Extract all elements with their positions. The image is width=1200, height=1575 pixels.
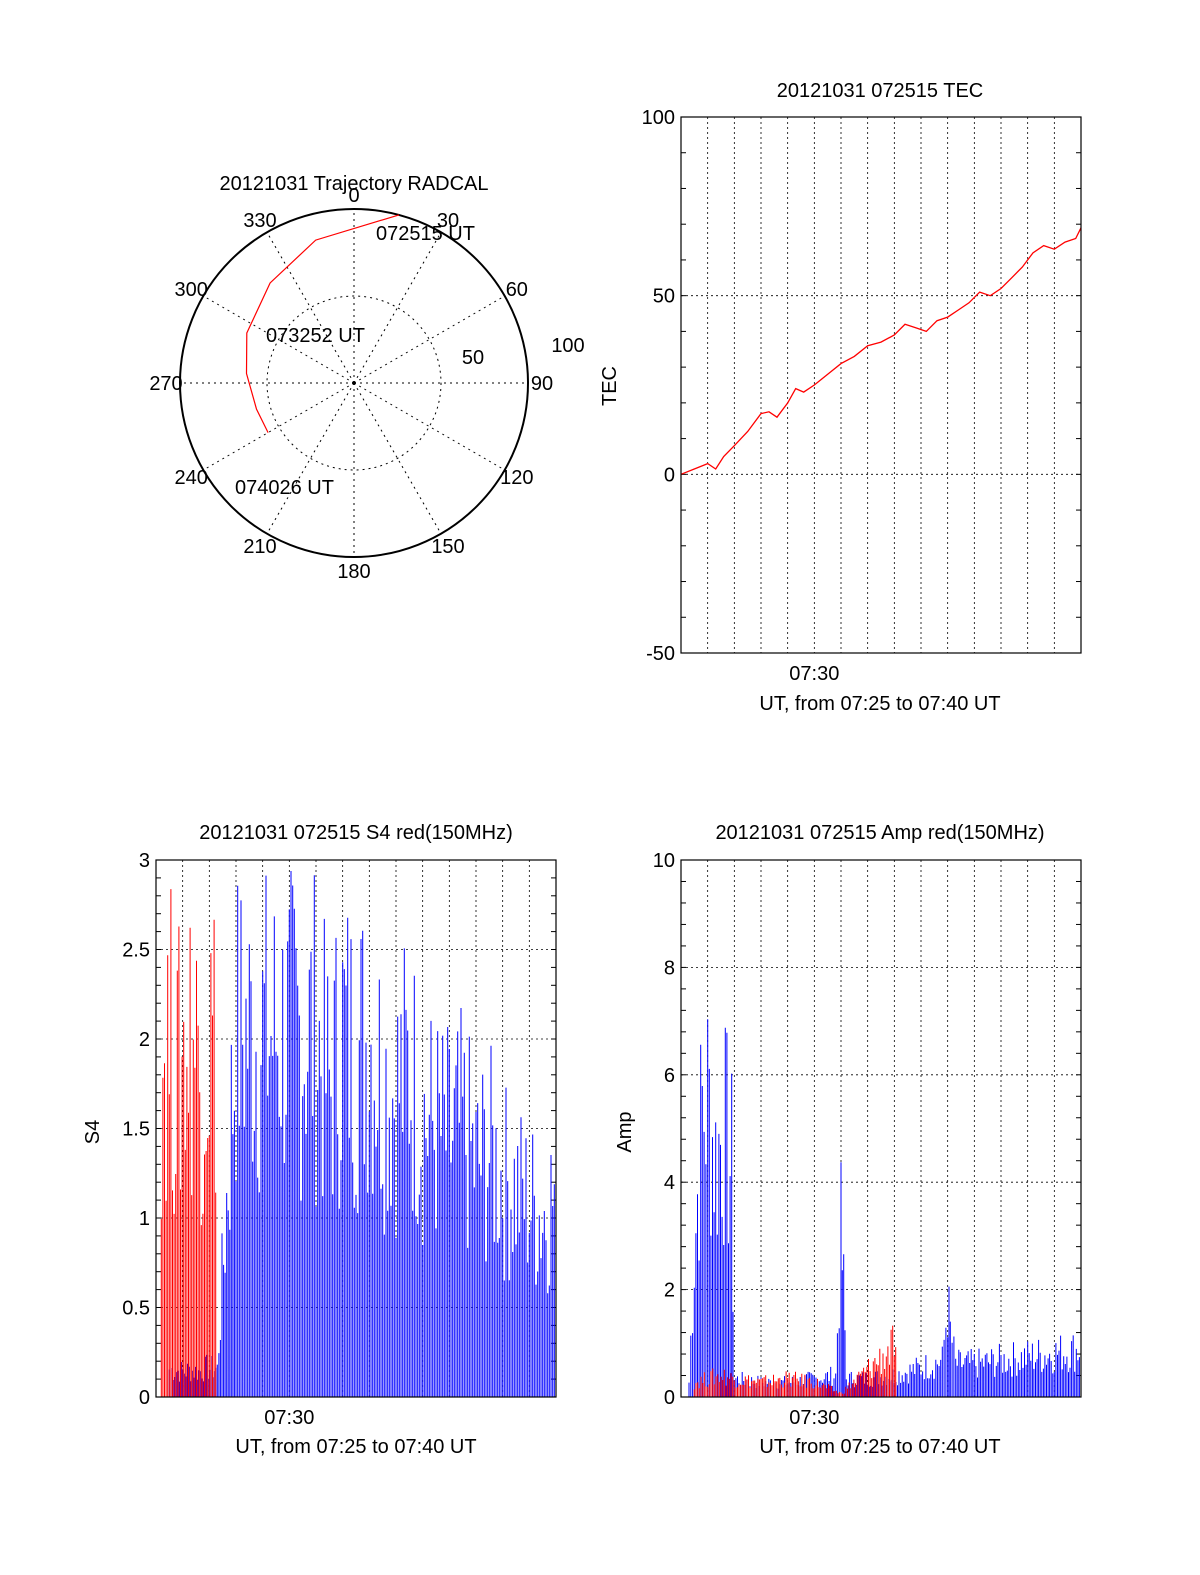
trajectory-mid-label: 073252 UT [266, 325, 365, 347]
polar-grid-ring [266, 295, 442, 471]
polar-angle-labels: 0 30 60 90 120 150 180 210 240 270 300 330 [149, 185, 553, 583]
tec-xlabel: UT, from 07:25 to 07:40 UT [759, 693, 1000, 715]
polar-angle-label: 90 [531, 373, 553, 395]
y-tick-label: 4 [664, 1172, 675, 1194]
s4-xlabel: UT, from 07:25 to 07:40 UT [235, 1436, 476, 1458]
trajectory-start-label: 072515 UT [376, 223, 475, 245]
amp-panel: 20121031 072515 Amp red(150MHz) Amp UT, … [614, 822, 1082, 1458]
y-tick-label: 8 [664, 957, 675, 979]
y-tick-label: 0 [664, 464, 675, 486]
s4-plot-area: 0 0.5 1 1.5 2 2.5 3 07:30 [122, 850, 557, 1429]
y-tick-label: -50 [646, 643, 675, 665]
amp-ylabel: Amp [614, 1111, 636, 1152]
tec-ylabel: TEC [599, 366, 621, 406]
polar-outer-ring [179, 208, 529, 558]
polar-angle-label: 270 [149, 373, 182, 395]
y-tick-label: 10 [653, 850, 675, 872]
polar-angle-label: 210 [243, 536, 276, 558]
polar-title: 20121031 Trajectory RADCAL [219, 173, 488, 195]
y-tick-label: 100 [642, 107, 675, 129]
polar-grid-spoke [353, 382, 505, 471]
polar-grid [180, 209, 528, 557]
plot-frame [155, 859, 557, 1398]
tec-plot-area: -50 0 50 100 07:30 [642, 107, 1082, 685]
y-tick-label: 2 [664, 1280, 675, 1302]
polar-angle-label: 180 [337, 561, 370, 583]
series-line [688, 1019, 1080, 1397]
polar-angle-label: 330 [243, 210, 276, 232]
polar-angle-label: 150 [431, 536, 464, 558]
plot-frame [680, 116, 1082, 654]
amp-xlabel: UT, from 07:25 to 07:40 UT [759, 1436, 1000, 1458]
y-tick-label: 2.5 [122, 940, 150, 962]
polar-trajectory-line [245, 214, 400, 433]
tec-title: 20121031 072515 TEC [777, 80, 983, 102]
polar-grid-spoke [353, 295, 505, 384]
trajectory-end-label: 074026 UT [235, 477, 334, 499]
amp-plot-area: 0 2 4 6 8 10 07:30 [653, 850, 1082, 1429]
x-tick-label: 07:30 [789, 663, 839, 685]
polar-angle-label: 60 [506, 279, 528, 301]
s4-title: 20121031 072515 S4 red(150MHz) [199, 822, 513, 844]
polar-grid-spoke [353, 382, 442, 534]
polar-grid-spoke [353, 232, 442, 384]
series-line [680, 227, 1082, 475]
polar-angle-label: 300 [174, 279, 207, 301]
series-line [168, 871, 555, 1397]
y-tick-label: 2 [139, 1029, 150, 1051]
polar-radius-label-100: 100 [551, 335, 584, 357]
x-tick-label: 07:30 [789, 1407, 839, 1429]
polar-grid-spoke [203, 382, 355, 471]
y-tick-label: 1.5 [122, 1119, 150, 1141]
series-line [693, 1325, 897, 1397]
polar-panel: 20121031 Trajectory RADCAL 0 30 60 90 120 150… [149, 173, 584, 583]
tec-panel: 20121031 072515 TEC TEC UT, from 07:25 t… [599, 80, 1082, 715]
polar-grid-spoke [266, 382, 355, 534]
polar-angle-label: 0 [348, 185, 359, 207]
x-tick-label: 07:30 [264, 1407, 314, 1429]
polar-angle-label: 30 [437, 210, 459, 232]
y-tick-label: 50 [653, 286, 675, 308]
polar-radius-label-50: 50 [462, 347, 484, 369]
y-tick-label: 6 [664, 1065, 675, 1087]
y-tick-label: 0 [664, 1387, 675, 1409]
y-tick-label: 0 [139, 1387, 150, 1409]
series-line [160, 889, 217, 1397]
polar-angle-label: 120 [500, 467, 533, 489]
y-tick-label: 3 [139, 850, 150, 872]
polar-grid-spoke [203, 295, 355, 384]
y-tick-label: 1 [139, 1208, 150, 1230]
amp-title: 20121031 072515 Amp red(150MHz) [715, 822, 1044, 844]
s4-panel: 20121031 072515 S4 red(150MHz) S4 UT, fr… [82, 822, 557, 1458]
s4-ylabel: S4 [82, 1120, 104, 1144]
polar-angle-label: 240 [174, 467, 207, 489]
polar-grid-spoke [266, 232, 355, 384]
y-tick-label: 0.5 [122, 1298, 150, 1320]
plot-frame [680, 859, 1082, 1398]
